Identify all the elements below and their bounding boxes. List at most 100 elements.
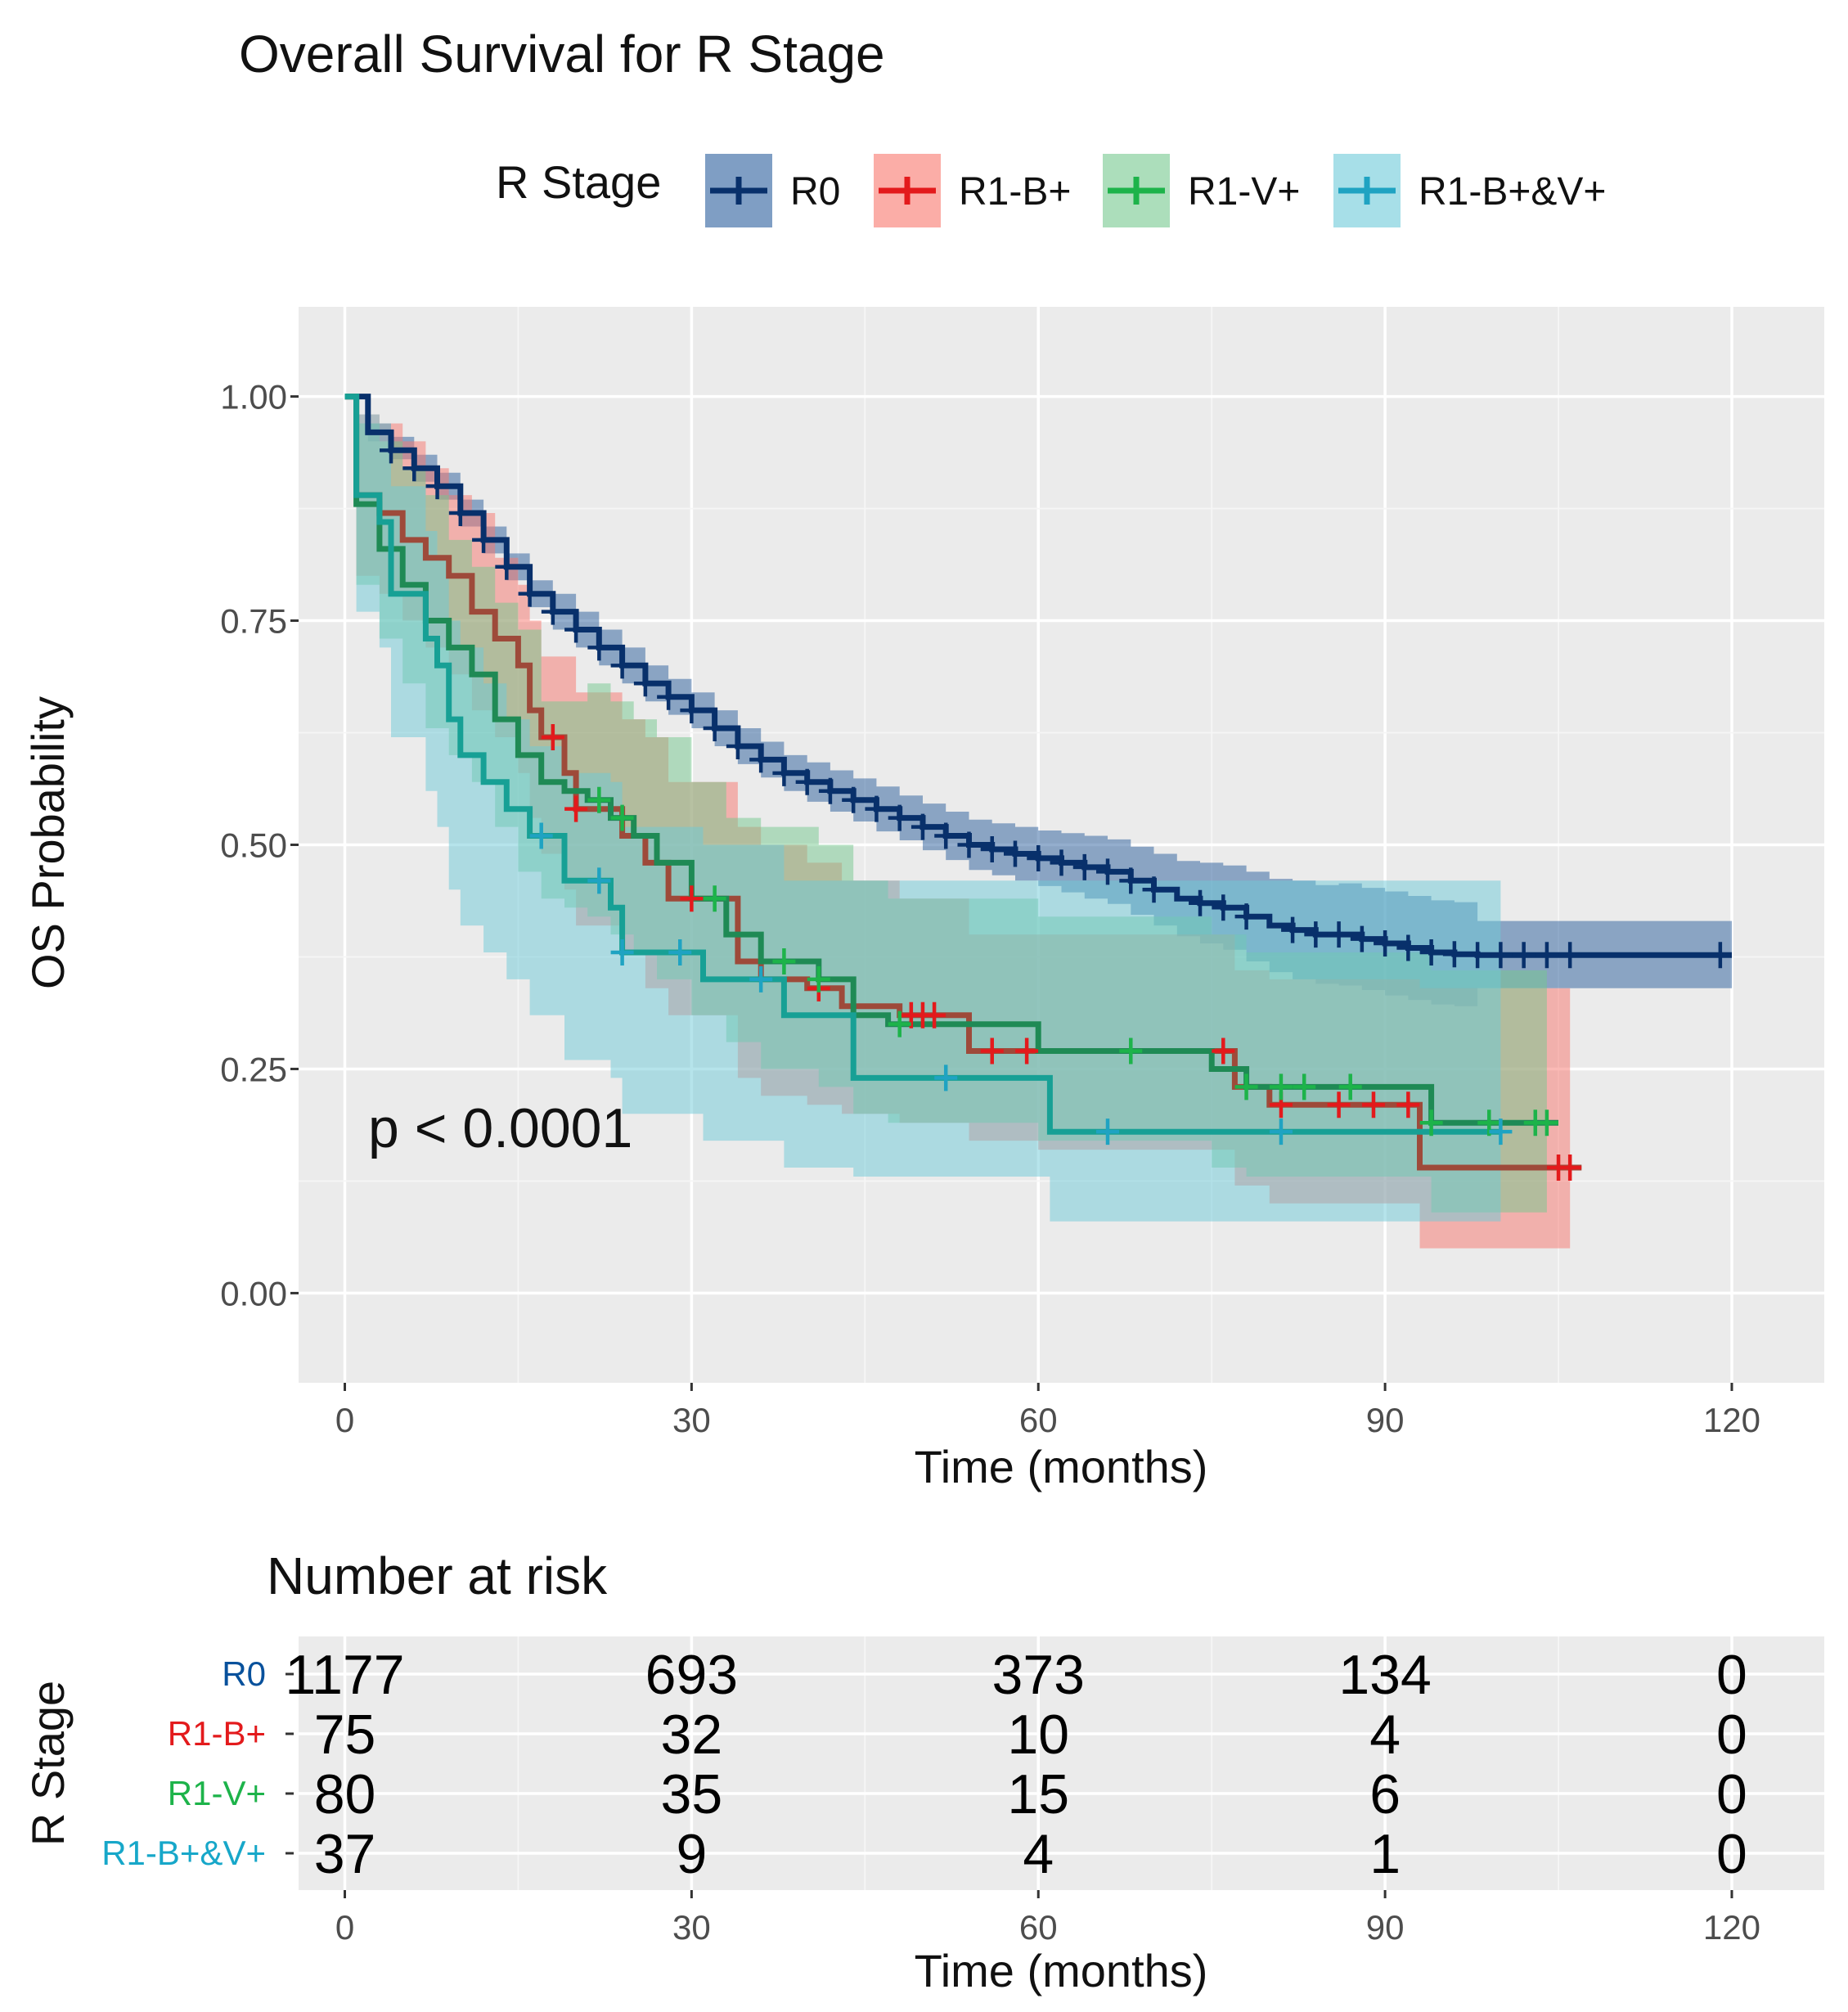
censor-r0 [1419,939,1443,965]
censor-r1-v [1269,1074,1293,1101]
censor-r1-b-v [1096,1119,1120,1146]
censor-r0 [541,598,564,625]
censor-r1-b [1015,1038,1039,1065]
risk-row-label-r1-b-v: R1-B+&V+ [101,1834,266,1872]
risk-cell-r0: 134 [1338,1644,1431,1706]
censor-r1-v [610,804,634,831]
censor-r0 [749,746,773,773]
censor-r1-b-v [934,1065,958,1092]
censor-r1-b [680,885,704,912]
censor-r0 [1558,942,1582,969]
y-tick-label: 0.75 [220,602,287,641]
censor-r0 [1512,942,1536,969]
censor-r1-b [541,724,564,750]
censor-r0 [934,822,958,849]
y-tick-label: 0.50 [220,826,287,865]
risk-cell-r1-v: 0 [1716,1763,1747,1825]
censor-r0 [1281,916,1305,943]
legend-key-line-r0 [710,177,767,205]
censor-r1-v [1293,1074,1316,1101]
censor-r1-b-v [668,939,692,965]
risk-cell-r0: 1177 [285,1644,404,1706]
legend-label-r1-b-v: R1-B+&V+ [1419,170,1606,214]
censor-r1-v [1119,1038,1143,1065]
risk-row-label-r0: R0 [222,1654,266,1693]
risk-cell-r0: 0 [1716,1644,1747,1706]
legend-label-r1-b: R1-B+ [959,170,1071,214]
censor-r1-b [1327,1092,1351,1119]
censor-r1-b [1212,1038,1235,1065]
risk-x-tick-label: 90 [1366,1908,1405,1947]
risk-table-gridlines [299,1636,1824,1890]
risk-table-rows: R0 1177 693 373 134 0R1-B+ 75 32 10 4 0R1-V+ 80 35 15… [101,1644,1747,1885]
censor-r1-b-v [1489,1119,1513,1146]
legend-key-line-r1-v [1108,177,1165,205]
censor-r1-b [1558,1155,1582,1181]
censor-r0 [1189,889,1212,916]
censor-r0 [888,804,911,831]
censor-r0 [865,795,888,822]
risk-table-axes: 0 30 60 90 120 [335,1890,1760,1947]
risk-x-tick-label: 60 [1019,1908,1058,1947]
risk-cell-r1-v: 35 [661,1763,723,1825]
censor-r0 [1096,858,1120,885]
censor-r1-b [564,795,588,822]
curve-r1-b-v [344,394,1501,1135]
risk-cell-r1-b: 4 [1369,1704,1401,1766]
censor-r0 [1304,921,1328,948]
legend-key-line-r1-b-v [1338,177,1396,205]
censor-r1-v [1419,1110,1443,1137]
risk-x-tick-label: 0 [335,1908,354,1947]
censor-r0 [1327,921,1351,948]
censor-r0 [495,553,519,580]
censor-r1-b-v [1269,1119,1293,1146]
censor-r0 [610,652,634,679]
censor-r0 [1535,942,1558,969]
legend-label-r1-v: R1-V+ [1188,170,1300,214]
censor-r1-b [980,1038,1004,1065]
risk-table-title: Number at risk [267,1546,608,1605]
censor-r0 [772,759,796,786]
censor-r0 [518,580,542,607]
censor-r0 [980,835,1004,862]
risk-cell-r0: 693 [645,1644,738,1706]
y-axis-label: OS Probability [22,696,74,989]
y-tick-label: 1.00 [220,378,287,416]
risk-cell-r1-v: 15 [1007,1763,1069,1825]
censor-r0 [1234,903,1258,930]
censor-r0 [402,455,426,482]
y-tick-label: 0.25 [220,1050,287,1088]
risk-table-background [299,1636,1824,1890]
censor-r1-v [1535,1110,1558,1137]
risk-table: Number at risk R0 1177 693 373 134 0 R1-B+ 75 32… [22,1546,1824,1996]
censor-r0 [380,437,403,464]
censor-r0 [911,813,934,840]
censor-r0 [657,683,681,710]
censor-r1-b [923,1001,946,1029]
legend-label-r0: R0 [790,170,840,214]
censor-r0 [1350,925,1374,952]
legend-key-line-r1-b [879,177,936,205]
censor-r0 [1396,934,1420,961]
censor-r0 [1142,876,1166,903]
censor-r1-v [1338,1074,1362,1101]
plot-axes: 0.00 0.25 0.50 0.75 1.00 0 30 60 90 120 [220,378,1760,1439]
censor-r1-b-v [529,822,553,849]
censor-marks [380,437,1732,1181]
p-value-annotation: p < 0.0001 [368,1097,632,1159]
censor-r1-v [807,965,830,992]
x-tick-label: 30 [672,1401,711,1439]
risk-row-label-r1-b: R1-B+ [168,1714,266,1753]
risk-row-label-r1-v: R1-V+ [168,1774,266,1812]
chart-title: Overall Survival for R Stage [239,25,885,83]
censor-r0 [633,670,657,697]
x-axis-label: Time (months) [915,1441,1208,1492]
legend: R Stage R0 R1-B+ R1-V+ R1-B+&V+ [496,154,1606,227]
censor-r0 [472,526,496,553]
censor-r0 [795,768,819,795]
censor-r1-b-v [749,965,773,992]
censor-r0 [564,616,588,643]
legend-title: R Stage [496,156,661,208]
risk-cell-r1-b: 0 [1716,1704,1747,1766]
